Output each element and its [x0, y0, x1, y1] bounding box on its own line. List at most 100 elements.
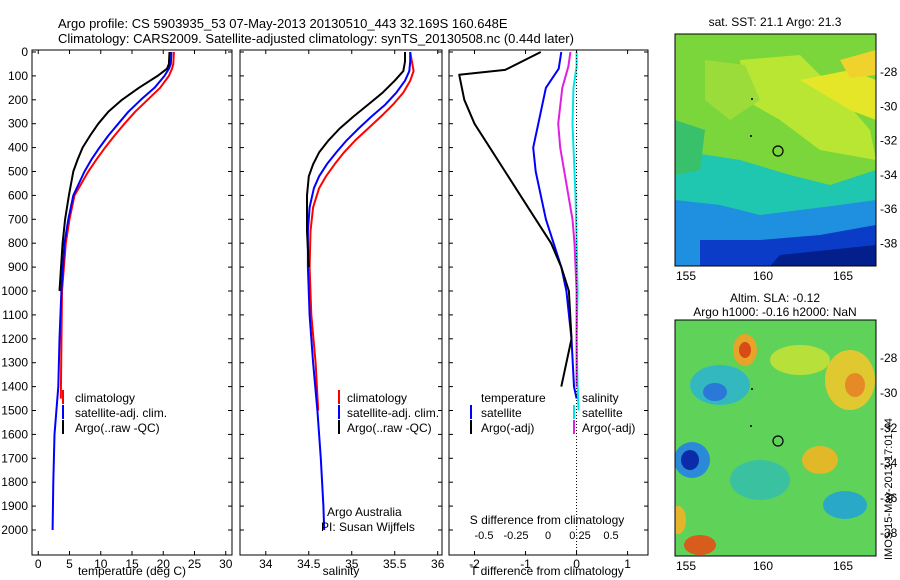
legend-label-temp-argo: Argo(-adj) — [481, 421, 534, 435]
x-tick-label: 15 — [125, 557, 139, 571]
legend-label-satellite: satellite-adj. clim. — [75, 406, 167, 420]
series-line-salinity-argo-adj- — [557, 51, 578, 387]
x-tick-label: 25 — [188, 557, 202, 571]
x-tick-label: -2 — [469, 557, 480, 571]
map-y-tick-label: -28 — [880, 351, 898, 365]
map-x-tick-label: 160 — [753, 559, 773, 573]
imos-timestamp: IMOS 15-May-2013 17:01:44 — [883, 418, 895, 560]
map-x-tick-label: 165 — [833, 559, 853, 573]
temperature-legend: climatology satellite-adj. clim. Argo(..… — [62, 390, 167, 435]
track-point — [751, 388, 753, 390]
series-line-climatology — [59, 51, 175, 399]
s-tick-label: 0 — [545, 530, 551, 542]
y-tick-label: 1200 — [1, 332, 28, 346]
s-tick-label: 0.5 — [603, 530, 618, 542]
argo-location-marker — [772, 435, 784, 447]
x-tick-label: 34 — [259, 557, 273, 571]
x-tick-label: 36 — [431, 557, 445, 571]
x-tick-label: 5 — [66, 557, 73, 571]
x-tick-label: 0 — [35, 557, 42, 571]
x-tick-label: 10 — [94, 557, 108, 571]
header-line-2: Climatology: CARS2009. Satellite-adjuste… — [58, 31, 574, 46]
y-tick-label: 300 — [8, 117, 28, 131]
y-tick-label: 400 — [8, 141, 28, 155]
legend-title-temperature: temperature — [481, 391, 546, 405]
series-line-argo-raw-qc- — [306, 52, 406, 268]
sst-map-title: sat. SST: 21.1 Argo: 21.3 — [709, 15, 842, 29]
salinity-xlabel: salinity — [323, 564, 360, 578]
map-x-tick-label: 155 — [676, 269, 696, 283]
series-line-argo-raw-qc- — [58, 51, 171, 292]
difference-xlabel: T difference from climatology — [470, 564, 624, 578]
sst-heatmap — [675, 34, 876, 266]
map-y-tick-label: -36 — [880, 202, 898, 216]
series-line-temperature-argo-adj- — [458, 51, 573, 387]
map-y-tick-label: -34 — [880, 168, 898, 182]
y-tick-label: 600 — [8, 188, 28, 202]
difference-panel-frame — [448, 49, 649, 556]
argo-australia-label: Argo Australia — [327, 505, 402, 519]
argo-location-marker — [772, 145, 784, 157]
salinity-legend: climatology satellite-adj. clim. Argo(..… — [338, 390, 439, 435]
x-tick-label: 20 — [157, 557, 171, 571]
difference-legend: temperature salinity satellite Argo(-adj… — [470, 391, 635, 435]
map-y-tick-label: -30 — [880, 99, 898, 113]
legend-label-argo: Argo(..raw -QC) — [75, 421, 160, 435]
sla-heatmap — [675, 320, 876, 556]
sla-map-title-1: Altim. SLA: -0.12 — [730, 291, 820, 305]
y-tick-label: 0 — [21, 45, 28, 59]
legend-label-satellite: satellite-adj. clim. — [347, 406, 439, 420]
y-tick-label: 1700 — [1, 451, 28, 465]
y-tick-label: 500 — [8, 165, 28, 179]
y-tick-label: 2000 — [1, 523, 28, 537]
y-tick-label: 1400 — [1, 380, 28, 394]
sla-map-title-2: Argo h1000: -0.16 h2000: NaN — [693, 305, 856, 319]
temperature-xlabel: temperature (deg C) — [78, 564, 186, 578]
legend-label-climatology: climatology — [347, 391, 407, 405]
map-y-tick-label: -30 — [880, 386, 898, 400]
legend-label-temp-satellite: satellite — [481, 406, 522, 420]
map-y-tick-label: -28 — [880, 65, 898, 79]
track-point — [750, 425, 752, 427]
series-line-climatology — [308, 51, 415, 411]
y-tick-label: 1500 — [1, 404, 28, 418]
axis-ticks-layer: 0100200300400500600700800900100011001200… — [1, 45, 648, 571]
pi-label: PI: Susan Wijffels — [321, 520, 415, 534]
x-tick-label: 35.5 — [383, 557, 407, 571]
y-tick-label: 1600 — [1, 427, 28, 441]
legend-label-sal-satellite: satellite — [582, 406, 623, 420]
s-tick-label: -0.25 — [503, 530, 528, 542]
header-line-1: Argo profile: CS 5903935_53 07-May-2013 … — [58, 16, 508, 31]
legend-label-climatology: climatology — [75, 391, 135, 405]
x-tick-label: 34.5 — [297, 557, 321, 571]
map-x-tick-label: 155 — [676, 559, 696, 573]
y-tick-label: 800 — [8, 236, 28, 250]
series-line-satellite-adj-clim- — [51, 51, 173, 531]
map-tick-labels: -28 -30 -32 -34 -36 -38 155 160 165 -28 -30 -32 -34 -… — [676, 65, 898, 573]
y-tick-label: 1000 — [1, 284, 28, 298]
map-x-tick-label: 160 — [753, 269, 773, 283]
map-y-tick-label: -38 — [880, 236, 898, 250]
salinity-panel-frame — [239, 49, 443, 556]
track-point — [750, 135, 752, 137]
s-tick-label: -0.5 — [475, 530, 494, 542]
s-tick-label: 0.25 — [569, 530, 590, 542]
y-tick-label: 1100 — [2, 308, 28, 322]
s-difference-ticks: -0.5 -0.25 0 0.25 0.5 — [475, 530, 619, 542]
sst-map-frame — [674, 33, 877, 267]
x-tick-label: 30 — [219, 557, 233, 571]
y-tick-label: 100 — [8, 69, 28, 83]
y-tick-label: 700 — [8, 212, 28, 226]
track-point — [751, 98, 753, 100]
y-tick-label: 1300 — [1, 356, 28, 370]
legend-title-salinity: salinity — [582, 391, 619, 405]
map-y-tick-label: -38 — [880, 526, 898, 540]
sla-map-frame — [674, 319, 877, 557]
y-tick-label: 1900 — [1, 499, 28, 513]
x-tick-label: 35 — [345, 557, 359, 571]
y-tick-label: 200 — [8, 93, 28, 107]
map-x-tick-label: 165 — [833, 269, 853, 283]
map-y-tick-label: -34 — [880, 456, 898, 470]
legend-label-sal-argo: Argo(-adj) — [582, 421, 635, 435]
